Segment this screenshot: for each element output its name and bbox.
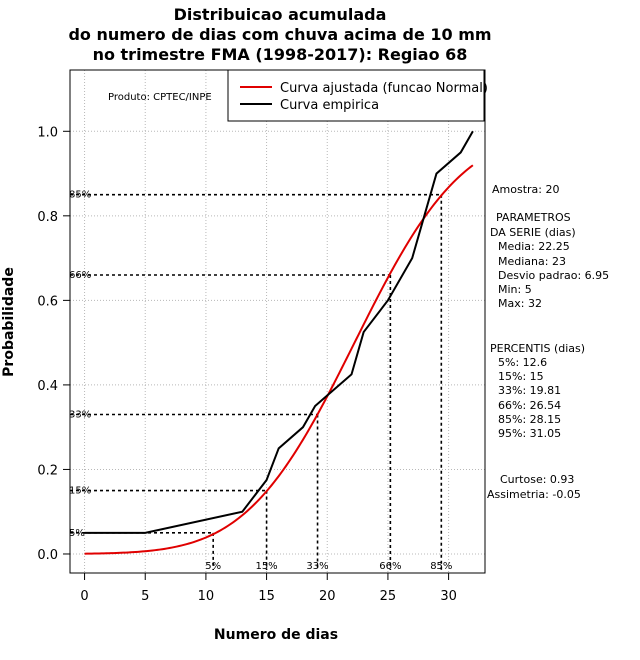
product-annotation: Produto: CPTEC/INPE <box>108 92 212 103</box>
percentile-label-x: 15% <box>255 561 277 572</box>
x-tick-label: 30 <box>440 589 457 604</box>
percentile-label-x: 5% <box>205 561 221 572</box>
y-tick-label: 0.4 <box>37 379 58 394</box>
stats-panel: Amostra: 20 PARAMETROS DA SERIE (dias) M… <box>487 183 609 501</box>
x-tick-label: 20 <box>319 589 336 604</box>
percentile-guides: 5% 5% 15% 15% 33% 33% 66% 66% 85% 85% <box>69 190 452 572</box>
legend: Curva ajustada (funcao Normal) Curva emp… <box>227 69 488 122</box>
y-tick-label: 0.8 <box>37 210 58 225</box>
fitted-normal-curve <box>84 164 474 555</box>
param-media: Media: 22.25 <box>498 240 570 253</box>
y-tick-label: 1.0 <box>37 125 58 140</box>
legend-label-fitted: Curva ajustada (funcao Normal) <box>280 81 488 96</box>
x-tick-label: 10 <box>198 589 215 604</box>
plot-frame <box>69 69 486 574</box>
x-axis-label: Numero de dias <box>214 627 338 643</box>
percentile-label-y: 85% <box>69 190 91 201</box>
param-desvio: Desvio padrao: 6.95 <box>498 269 609 282</box>
legend-box <box>227 69 485 122</box>
chart-title-line-1: Distribuicao acumulada <box>174 5 387 24</box>
x-tick-label: 5 <box>141 589 149 604</box>
grid-lines <box>70 70 485 573</box>
percentile-label-y: 33% <box>69 409 91 420</box>
param-max: Max: 32 <box>498 297 542 310</box>
parametros-title-2: DA SERIE (dias) <box>490 226 576 239</box>
y-tick-label: 0.2 <box>37 463 58 478</box>
parametros-title-1: PARAMETROS <box>496 211 571 224</box>
percentile-label-y: 5% <box>69 528 85 539</box>
percentile-label-x: 66% <box>379 561 401 572</box>
percentile-label-y: 15% <box>69 486 91 497</box>
x-tick-label: 25 <box>380 589 397 604</box>
chart-title-line-3: no trimestre FMA (1998-2017): Regiao 68 <box>93 45 468 64</box>
percentil-85: 85%: 28.15 <box>498 413 561 426</box>
stat-amostra: Amostra: 20 <box>492 183 559 196</box>
series-group <box>84 130 474 555</box>
percentile-label-x: 33% <box>306 561 328 572</box>
percentil-5: 5%: 12.6 <box>498 356 547 369</box>
x-tick-label: 15 <box>258 589 275 604</box>
percentil-66: 66%: 26.54 <box>498 399 561 412</box>
param-mediana: Mediana: 23 <box>498 255 566 268</box>
x-tick-label: 0 <box>80 589 88 604</box>
empirical-curve <box>84 130 474 534</box>
percentile-label-y: 66% <box>69 270 91 281</box>
percentile-label-x: 85% <box>430 561 452 572</box>
percentil-15: 15%: 15 <box>498 370 544 383</box>
param-min: Min: 5 <box>498 283 532 296</box>
chart-title-line-2: do numero de dias com chuva acima de 10 … <box>68 25 491 44</box>
axes: 0 5 10 15 20 25 30 0.0 0.2 0.4 0.6 0.8 1.0 <box>37 125 457 604</box>
stat-assimetria: Assimetria: -0.05 <box>487 488 581 501</box>
percentil-95: 95%: 31.05 <box>498 427 561 440</box>
stat-curtose: Curtose: 0.93 <box>500 473 574 486</box>
y-tick-label: 0.6 <box>37 294 58 309</box>
percentil-33: 33%: 19.81 <box>498 384 561 397</box>
y-tick-label: 0.0 <box>37 548 58 563</box>
percentis-title: PERCENTIS (dias) <box>490 342 585 355</box>
y-axis-label: Probabilidade <box>1 267 17 377</box>
legend-label-empirical: Curva empirica <box>280 98 379 113</box>
